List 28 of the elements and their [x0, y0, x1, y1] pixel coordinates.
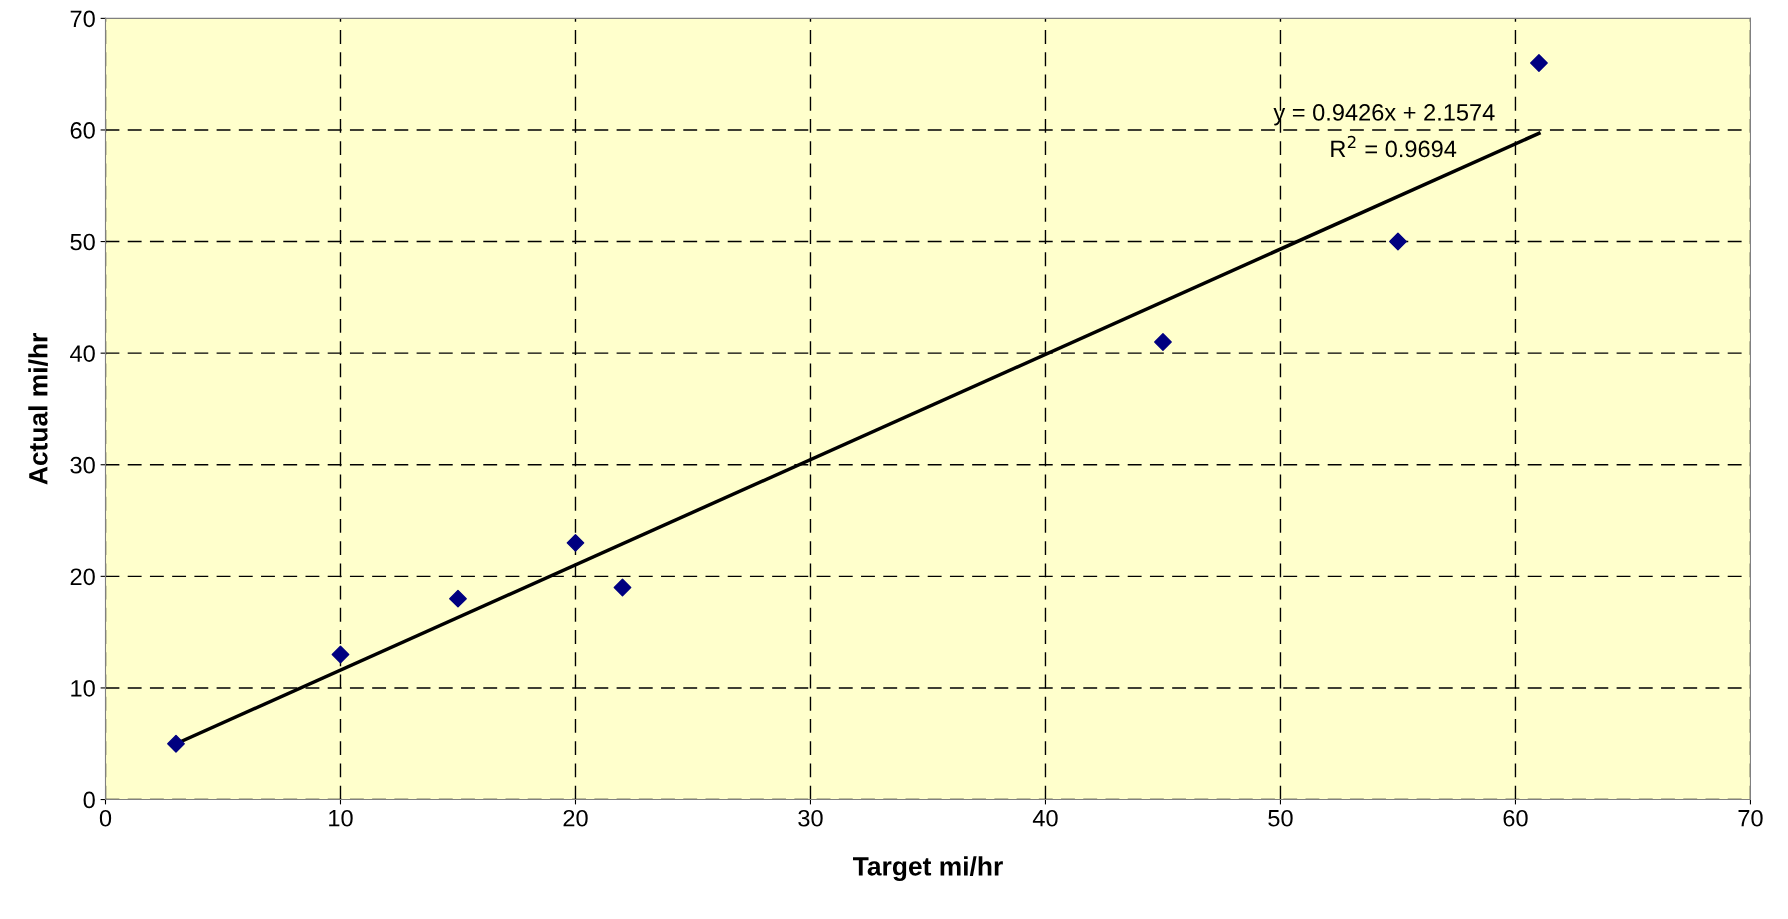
annotation: R$^{2}$ = 0.9694	[1331, 135, 1457, 158]
annotation: y = 0.9426x + 2.1574	[1273, 104, 1495, 126]
y-axis-title: Actual mi/hr	[28, 333, 48, 485]
y-tick-label: 20	[70, 568, 95, 586]
y-tick-label: 60	[70, 122, 95, 139]
y-tick-label: 70	[70, 10, 95, 28]
point	[613, 578, 632, 597]
y-tick-label: 50	[70, 233, 95, 251]
x-tick-label: 70	[1738, 809, 1763, 827]
x-tick-label: 0	[99, 809, 112, 827]
y-tick-label: 40	[70, 345, 95, 362]
x-tick-label: 20	[563, 809, 588, 827]
point	[449, 589, 467, 608]
point	[566, 533, 585, 552]
y-tick-label: 0	[83, 791, 95, 809]
x-tick-label: 50	[1268, 809, 1293, 827]
x-tick-label: 30	[798, 809, 823, 827]
x-tick-label: 40	[1032, 809, 1058, 827]
y-tick-label: 10	[71, 680, 95, 697]
x-axis-title: Target mi/hr	[853, 856, 1003, 881]
point	[331, 645, 350, 664]
x-tick-label: 60	[1503, 809, 1528, 827]
point	[1530, 54, 1548, 72]
point	[167, 734, 185, 753]
x-tick-label: 10	[329, 809, 353, 827]
y-tick-label: 30	[70, 456, 95, 474]
point	[1389, 232, 1407, 251]
point	[1154, 333, 1172, 351]
